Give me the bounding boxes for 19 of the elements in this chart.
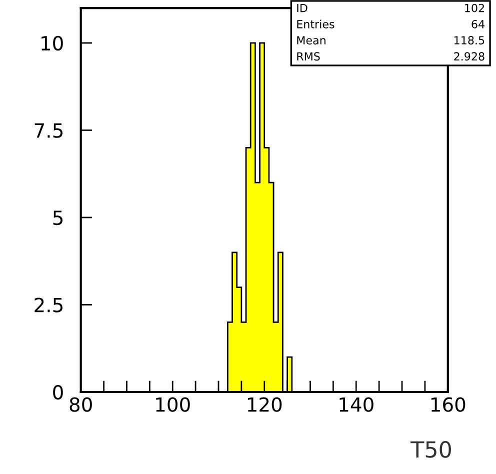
x-tick-label: 80 — [70, 397, 92, 412]
annotation: RMS — [297, 52, 320, 61]
x-tick-label: 140 — [340, 397, 374, 412]
annotation: ID — [297, 4, 308, 12]
y-tick-label: 2.5 — [34, 298, 62, 312]
text: 2.928 — [454, 52, 484, 61]
x-tick-label: 100 — [156, 397, 190, 412]
annotation: Mean — [297, 36, 326, 44]
y-tick-label: 5 — [53, 210, 62, 226]
text: 64 — [472, 20, 484, 28]
y-tick-label: 0 — [53, 384, 63, 400]
y-tick-label: 7.5 — [34, 123, 62, 138]
x-axis-title: T50 — [410, 441, 451, 458]
y-tick-label: 10 — [42, 36, 63, 51]
annotation: Entries — [297, 20, 334, 28]
x-tick-label: 120 — [248, 397, 282, 412]
text: 102 — [465, 4, 484, 12]
x-tick-label: 160 — [431, 397, 466, 412]
text: 118.5 — [454, 36, 484, 44]
